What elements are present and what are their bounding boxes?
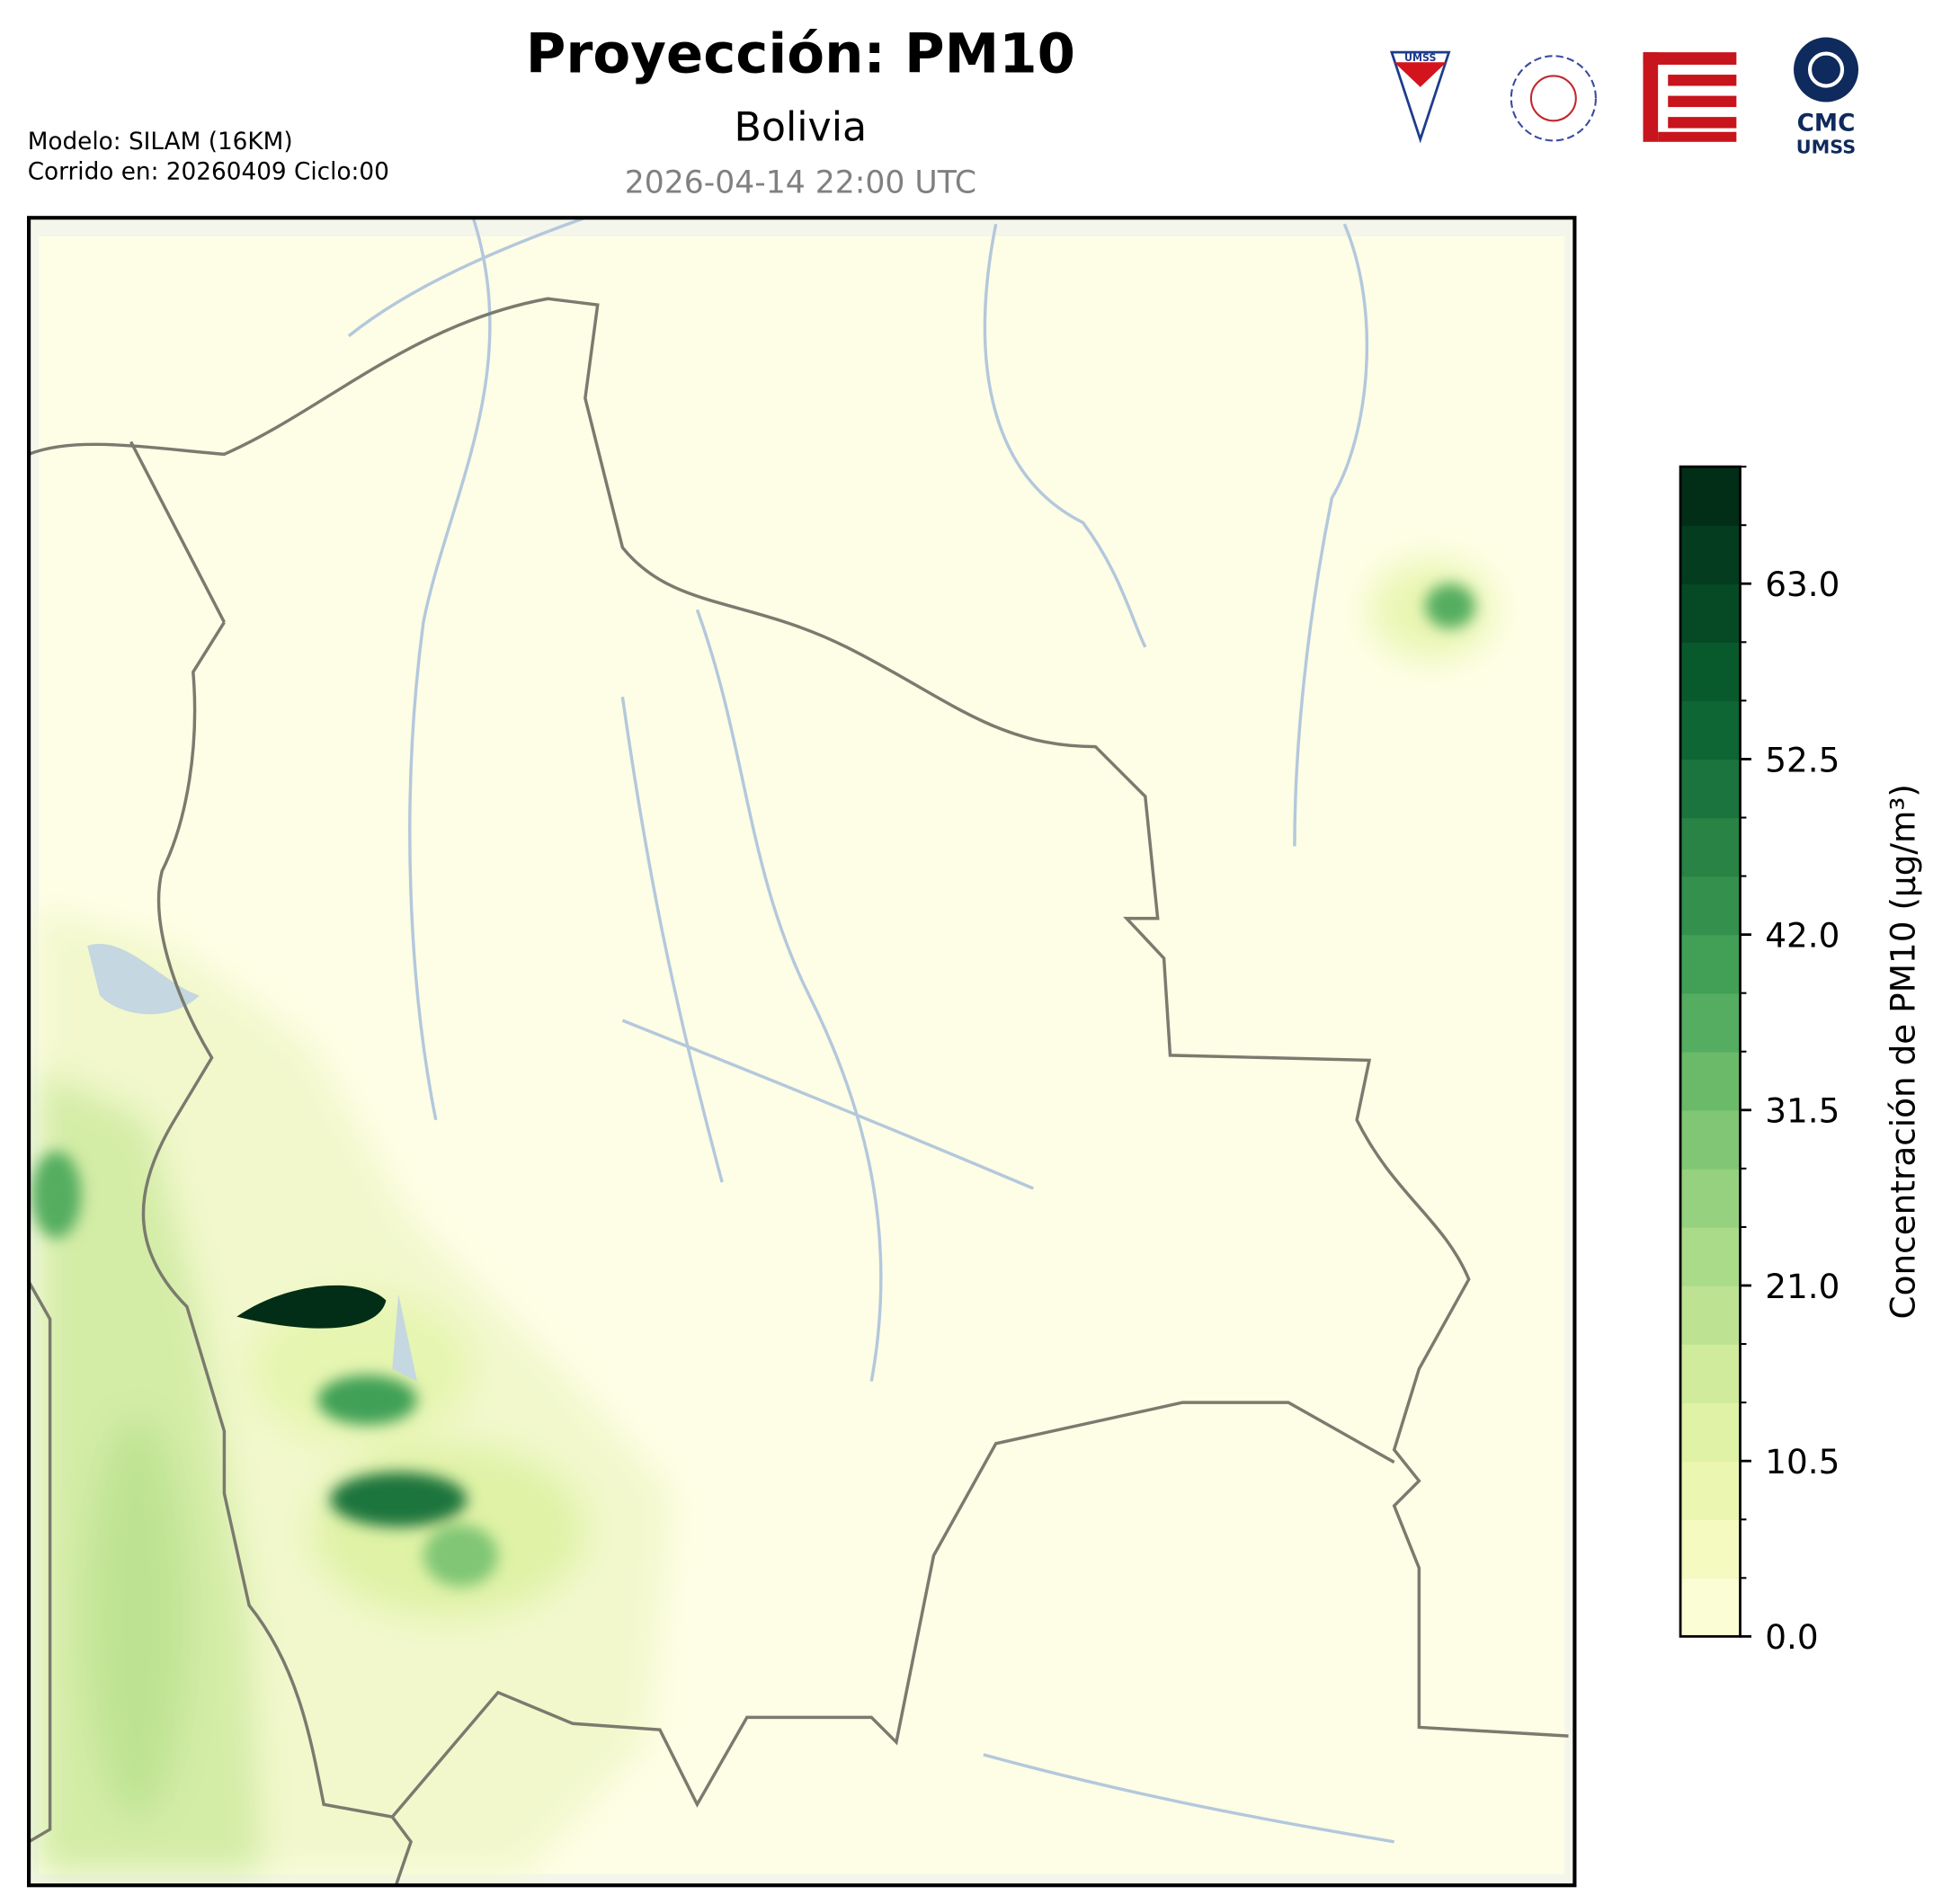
colorbar-segment [1680, 583, 1741, 643]
colorbar-segment [1680, 876, 1741, 936]
colorbar-segment [1680, 1109, 1741, 1170]
map-frame [26, 216, 1577, 1888]
colorbar-segment [1680, 467, 1741, 526]
colorbar-segment [1680, 817, 1741, 877]
tick-label: 52.5 [1765, 740, 1840, 779]
colorbar-segment [1680, 1226, 1741, 1286]
logo-umss: UMSS [1389, 50, 1451, 144]
logo-text: UMSS [1404, 52, 1436, 64]
colorbar-segment [1680, 700, 1741, 761]
title: Proyección: PM10 [526, 22, 1075, 85]
model-info: Modelo: SILAM (16KM) [28, 129, 293, 156]
logo-red [1643, 52, 1737, 142]
colorbar-segment [1680, 1285, 1741, 1345]
tick-label: 31.5 [1765, 1091, 1840, 1131]
colorbar-segment [1680, 1168, 1741, 1228]
map [29, 218, 1575, 1886]
colorbar-segment [1680, 1402, 1741, 1462]
colorbar-frame [1679, 465, 1742, 1638]
colorbar-segment [1680, 1519, 1741, 1579]
colorbar-segment [1680, 992, 1741, 1053]
tick-label: 21.0 [1765, 1267, 1840, 1306]
colorbar-segment [1680, 759, 1741, 819]
logo-fisica [1510, 55, 1597, 142]
colorbar-segment [1680, 642, 1741, 702]
tick-label: 42.0 [1765, 915, 1840, 955]
tick-label: 10.5 [1765, 1442, 1840, 1481]
colorbar-segment [1680, 934, 1741, 994]
date: 2026-04-14 22:00 UTC [625, 165, 976, 201]
tick-label: 63.0 [1765, 565, 1840, 604]
colorbar-segment [1680, 525, 1741, 584]
run-info: Corrido en: 20260409 Ciclo:00 [28, 158, 389, 185]
logo-text: CMC [1797, 110, 1856, 137]
colorbar: 0.0 10.5 21.0 31.5 42.0 52.5 63.0 [1679, 465, 1840, 1657]
colorbar-segment [1680, 1578, 1741, 1638]
subtitle: Bolivia [734, 104, 867, 150]
colorbar-segment [1680, 1344, 1741, 1403]
colorbar-segment [1680, 1051, 1741, 1111]
logo-cmc: CMC UMSS [1794, 37, 1859, 157]
colorbar-label: Concentración de PM10 (µg/m³) [1883, 784, 1922, 1319]
tick-label: 0.0 [1765, 1617, 1818, 1657]
logo-text: UMSS [1796, 136, 1856, 157]
colorbar-segment [1680, 1461, 1741, 1520]
